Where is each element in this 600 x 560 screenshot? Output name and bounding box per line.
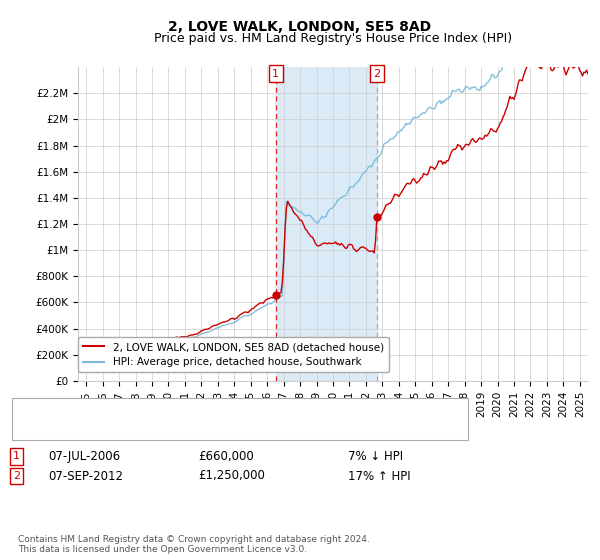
Text: ————: ———— xyxy=(21,414,71,428)
Text: 07-SEP-2012: 07-SEP-2012 xyxy=(48,469,123,483)
Text: 07-JUL-2006: 07-JUL-2006 xyxy=(48,450,120,463)
Text: 17% ↑ HPI: 17% ↑ HPI xyxy=(348,469,410,483)
Text: £660,000: £660,000 xyxy=(198,450,254,463)
Text: 2: 2 xyxy=(13,471,20,481)
Text: 2: 2 xyxy=(374,69,380,79)
Text: 1: 1 xyxy=(13,451,20,461)
Text: 2, LOVE WALK, LONDON, SE5 8AD (detached house): 2, LOVE WALK, LONDON, SE5 8AD (detached … xyxy=(57,416,342,426)
Title: Price paid vs. HM Land Registry's House Price Index (HPI): Price paid vs. HM Land Registry's House … xyxy=(154,32,512,45)
Text: 1: 1 xyxy=(272,69,279,79)
Text: Contains HM Land Registry data © Crown copyright and database right 2024.
This d: Contains HM Land Registry data © Crown c… xyxy=(18,535,370,554)
Text: HPI: Average price, detached house, Southwark: HPI: Average price, detached house, Sout… xyxy=(57,427,317,437)
Text: 7% ↓ HPI: 7% ↓ HPI xyxy=(348,450,403,463)
Text: £1,250,000: £1,250,000 xyxy=(198,469,265,483)
Text: ————: ———— xyxy=(21,426,71,439)
Text: 2, LOVE WALK, LONDON, SE5 8AD: 2, LOVE WALK, LONDON, SE5 8AD xyxy=(169,20,431,34)
Legend: 2, LOVE WALK, LONDON, SE5 8AD (detached house), HPI: Average price, detached hou: 2, LOVE WALK, LONDON, SE5 8AD (detached … xyxy=(78,337,389,372)
Bar xyxy=(276,67,377,381)
